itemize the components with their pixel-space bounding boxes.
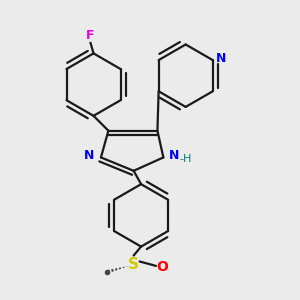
Text: -H: -H <box>180 154 192 164</box>
Text: O: O <box>156 260 168 274</box>
Text: N: N <box>216 52 226 65</box>
Text: N: N <box>169 149 179 162</box>
Text: N: N <box>84 149 94 162</box>
Text: S: S <box>128 257 139 272</box>
Text: F: F <box>86 28 95 41</box>
